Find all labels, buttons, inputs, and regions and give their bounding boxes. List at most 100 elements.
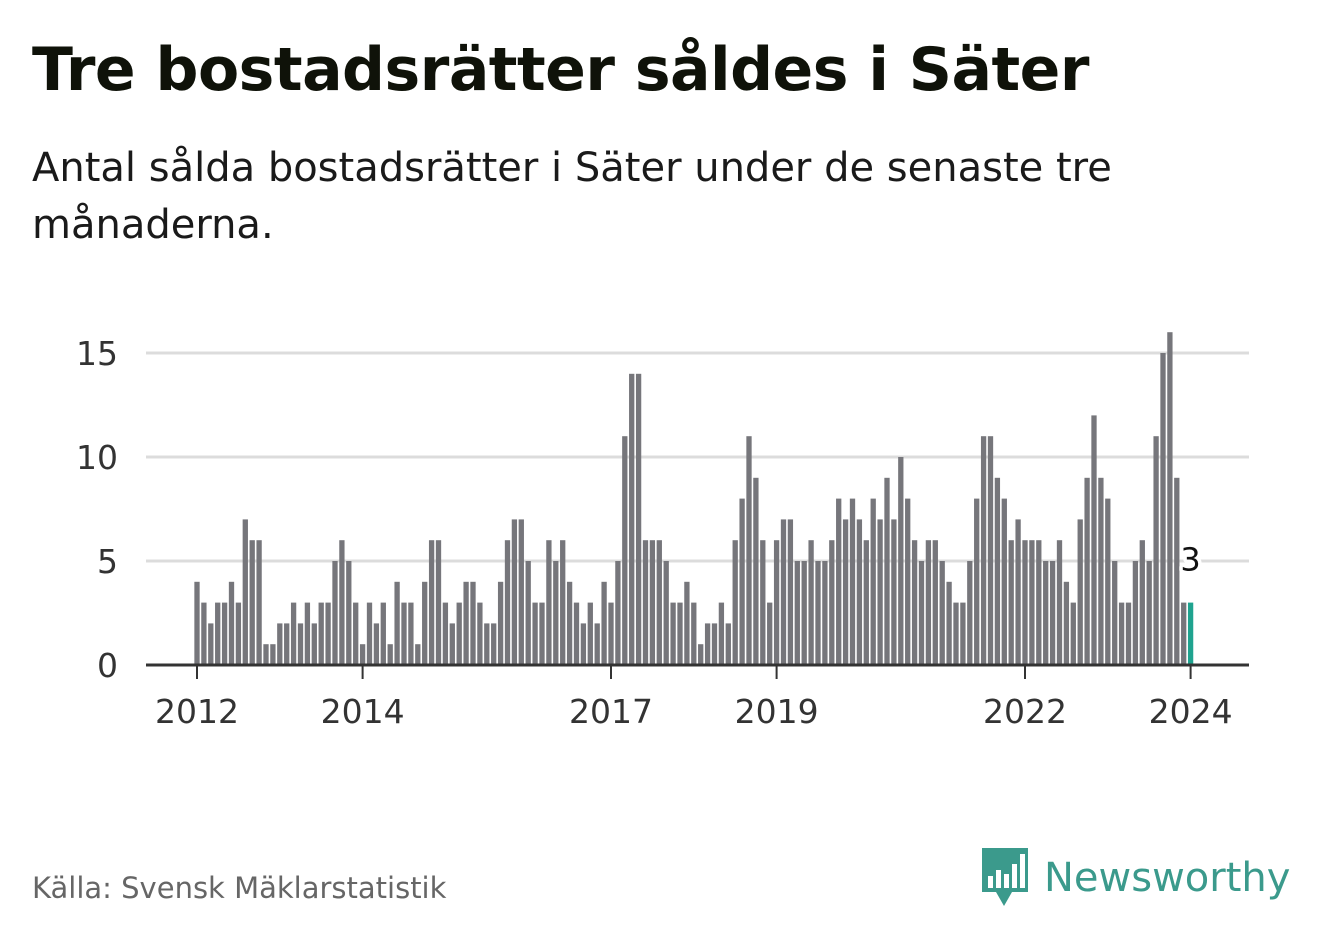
bar: [1167, 332, 1173, 665]
bar: [953, 602, 959, 665]
bar: [553, 561, 559, 665]
bar: [422, 581, 428, 665]
bar: [898, 457, 904, 665]
bar: [484, 623, 490, 665]
bar: [215, 602, 221, 665]
bar: [435, 540, 442, 665]
bar: [822, 561, 828, 665]
bar: [504, 540, 511, 665]
bar: [1139, 540, 1145, 665]
bar: [394, 581, 400, 665]
bar: [573, 602, 580, 665]
bar: [346, 561, 352, 665]
bar: [497, 581, 504, 665]
bar: [760, 540, 766, 665]
bar: [1091, 415, 1097, 665]
bar: [1022, 540, 1028, 665]
annotation: 3: [1177, 537, 1204, 582]
bar: [359, 644, 366, 665]
bar: [194, 581, 200, 665]
bar: [463, 581, 469, 665]
x-tick-label: 2019: [735, 692, 819, 731]
x-tick-label: 2024: [1149, 692, 1233, 731]
bar: [318, 602, 324, 665]
bar: [629, 373, 635, 665]
bar-highlight: [1187, 602, 1194, 665]
bar: [939, 561, 945, 665]
bar: [491, 623, 497, 665]
bar: [725, 623, 731, 665]
bar-chart-speech-bubble-icon: [982, 848, 1028, 906]
bar: [663, 561, 669, 665]
bar: [332, 561, 338, 665]
bar: [615, 561, 621, 665]
bar: [270, 644, 276, 665]
bar: [801, 561, 807, 665]
bar: [994, 477, 1001, 665]
bar: [925, 540, 932, 665]
bar: [711, 623, 718, 665]
bar: [856, 519, 863, 665]
bar: [1174, 477, 1180, 665]
bar: [905, 498, 911, 665]
bar: [1008, 540, 1014, 665]
bar: [1001, 498, 1007, 665]
bar: [1029, 540, 1035, 665]
x-tick-label: 2012: [155, 692, 239, 731]
bar: [753, 477, 759, 665]
bar: [539, 602, 545, 665]
bar: [325, 602, 331, 665]
x-tick-label: 2014: [321, 692, 405, 731]
bar: [987, 436, 994, 665]
bar: [601, 581, 607, 665]
bar: [767, 602, 773, 665]
bar: [773, 540, 780, 665]
bar: [566, 581, 573, 665]
bar: [456, 602, 462, 665]
bar: [911, 540, 918, 665]
bar: [829, 540, 835, 665]
bar: [221, 602, 228, 665]
bar: [1015, 519, 1021, 665]
brand-name: Newsworthy: [1044, 855, 1291, 901]
bar: [891, 519, 897, 665]
bar: [815, 561, 821, 665]
bar: [201, 602, 207, 665]
bar: [877, 519, 883, 665]
bar: [704, 623, 711, 665]
bar: [525, 561, 531, 665]
bar: [339, 540, 345, 665]
bar: [649, 540, 656, 665]
bar: [1056, 540, 1063, 665]
bar: [1146, 561, 1152, 665]
bar: [242, 519, 248, 665]
bar: [746, 436, 752, 665]
bar: [870, 498, 876, 665]
y-tick-label: 5: [97, 542, 118, 581]
bar: [594, 623, 600, 665]
bar: [304, 602, 311, 665]
bar: [511, 519, 518, 665]
bar: [836, 498, 842, 665]
bar: [842, 519, 849, 665]
bar: [691, 602, 697, 665]
x-tick-label: 2017: [569, 692, 653, 731]
bar: [635, 373, 642, 665]
bar: [470, 581, 476, 665]
bars: [194, 332, 1194, 665]
bar: [353, 602, 359, 665]
bar: [863, 540, 869, 665]
x-tick-label: 2022: [983, 692, 1067, 731]
bar: [677, 602, 683, 665]
bar: [608, 602, 614, 665]
bar: [401, 602, 407, 665]
bar: [1049, 561, 1056, 665]
bar: [587, 602, 593, 665]
bar: [263, 644, 269, 665]
bar: [918, 561, 925, 665]
bar: [670, 602, 676, 665]
bar: [1125, 602, 1132, 665]
bar: [884, 477, 890, 665]
bar: [642, 540, 649, 665]
bar: [787, 519, 794, 665]
